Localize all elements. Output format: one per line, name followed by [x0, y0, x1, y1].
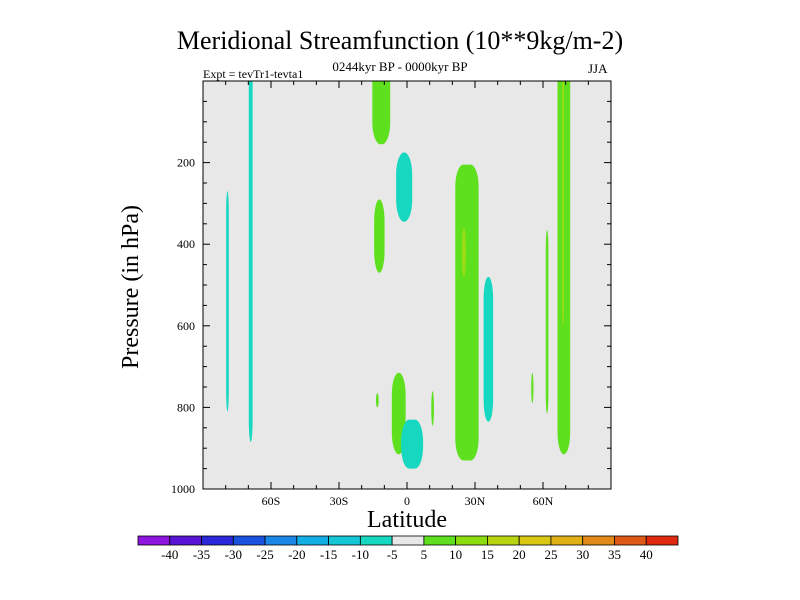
colorbar-swatch [582, 535, 615, 546]
contour-green-sliver-62n [545, 229, 549, 414]
colorbar-label: -25 [256, 547, 273, 562]
contour-yellow-thread-69n [562, 81, 565, 326]
colorbar-swatch [487, 535, 520, 546]
season-label: JJA [588, 61, 608, 76]
contour-yellow-core-25n [461, 227, 466, 277]
contour-cyan-sliver-80s [226, 191, 229, 412]
colorbar-label: -5 [387, 547, 398, 562]
x-tick-label: 30S [330, 494, 349, 508]
colorbar-swatch [518, 535, 552, 546]
colorbar-label: 10 [449, 547, 462, 562]
colorbar-swatch [645, 535, 679, 546]
contour-regions [226, 81, 571, 469]
x-axis-label: Latitude [367, 507, 447, 533]
time-range-label: 0244kyr BP - 0000kyr BP [332, 59, 468, 74]
contour-cyan-low-2n [401, 419, 424, 469]
colorbar-swatch [391, 535, 425, 546]
colorbar-swatch [137, 535, 171, 546]
colorbar-label: 15 [481, 547, 494, 562]
colorbar-swatch [169, 535, 202, 546]
chart-title: Meridional Streamfunction (10**9kg/m-2) [176, 26, 624, 55]
y-tick-label: 1000 [171, 482, 195, 496]
contour-green-tiny-56n [531, 372, 534, 404]
contour-cyan-cell-37n [483, 276, 494, 422]
y-tick-label: 400 [177, 237, 195, 251]
colorbar-label: -40 [161, 547, 178, 562]
colorbar-swatch [232, 535, 266, 546]
x-tick-label: 60S [262, 494, 281, 508]
colorbar-label: 30 [576, 547, 589, 562]
y-tick-label: 800 [177, 400, 195, 414]
y-axis-label: Pressure (in hPa) [118, 205, 144, 369]
colorbar-label: -30 [225, 547, 242, 562]
x-tick-label: 0 [404, 494, 410, 508]
colorbar-swatch [614, 535, 647, 546]
colorbar-swatch [423, 535, 457, 546]
colorbar-label: -10 [352, 547, 369, 562]
contour-cyan-band-68s [248, 81, 253, 443]
contour-green-top-12s [372, 81, 391, 145]
colorbar-label: 35 [608, 547, 621, 562]
colorbar-swatch [359, 535, 393, 546]
y-tick-label: 200 [177, 156, 195, 170]
colorbar-label: 5 [421, 547, 428, 562]
colorbar-label: 20 [513, 547, 526, 562]
contour-cyan-top-0 [396, 152, 413, 222]
x-tick-label: 60N [533, 494, 554, 508]
contour-green-mid-13s [374, 199, 385, 273]
colorbar-swatch [264, 535, 298, 546]
contour-green-cell-25n [455, 164, 479, 461]
colorbar-swatch [550, 535, 584, 546]
colorbar-swatch [455, 535, 488, 546]
colorbar-label: 25 [544, 547, 557, 562]
colorbar-label: -15 [320, 547, 337, 562]
contour-green-tiny-13s [375, 393, 379, 408]
y-tick-label: 600 [177, 319, 195, 333]
colorbar-label: -20 [288, 547, 305, 562]
colorbar-swatch [296, 535, 329, 546]
contour-green-tiny-11n [431, 391, 434, 426]
colorbar-swatch [201, 535, 234, 546]
x-tick-label: 30N [465, 494, 486, 508]
colorbar-swatch [328, 535, 361, 546]
colorbar-label: -35 [193, 547, 210, 562]
colorbar-label: 40 [640, 547, 653, 562]
experiment-label: Expt = tevTr1-tevta1 [203, 67, 304, 81]
